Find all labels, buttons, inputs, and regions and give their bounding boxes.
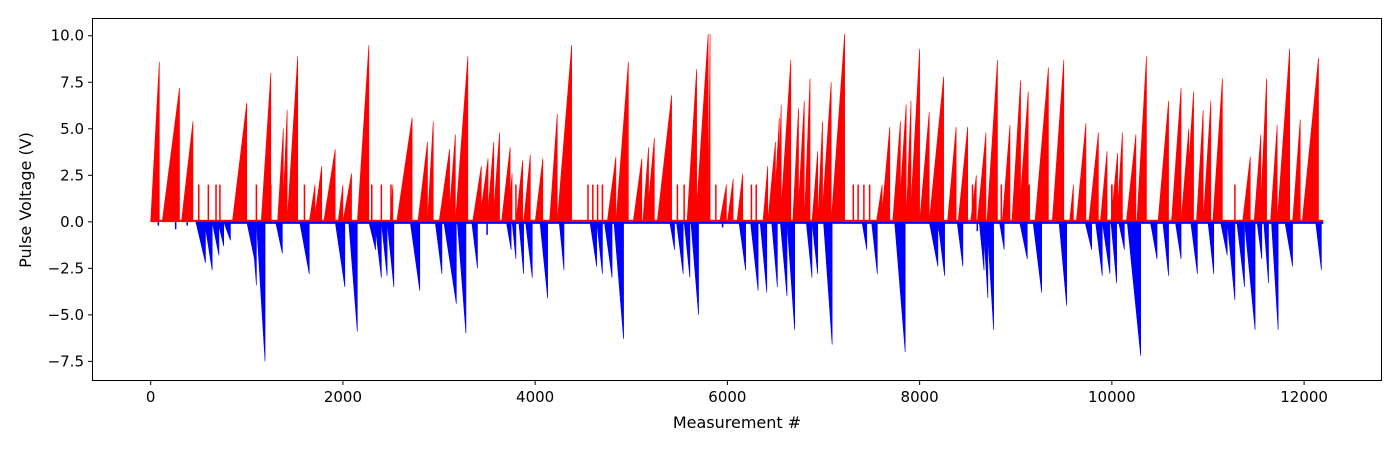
x-tick-label: 10000 <box>1088 388 1136 406</box>
y-tick-label: 0.0 <box>60 213 84 231</box>
y-tick-label: 10.0 <box>51 27 84 45</box>
plot-area <box>150 33 1324 362</box>
x-axis: 0 2000 4000 6000 8000 10000 12000 <box>146 380 1328 406</box>
x-tick-label: 12000 <box>1280 388 1328 406</box>
x-tick-label: 0 <box>146 388 156 406</box>
negative-baseline <box>195 221 1324 224</box>
x-tick-label: 6000 <box>708 388 746 406</box>
y-tick-label: 7.5 <box>60 73 84 91</box>
x-tick-label: 4000 <box>516 388 554 406</box>
negative-pulse-series <box>157 221 1322 362</box>
positive-pulse-series <box>150 33 1319 223</box>
y-tick-label: −7.5 <box>48 352 84 370</box>
positive-baseline <box>150 219 1324 222</box>
x-tick-label: 2000 <box>324 388 362 406</box>
y-tick-label: 5.0 <box>60 120 84 138</box>
y-axis-title: Pulse Voltage (V) <box>16 132 35 268</box>
x-tick-label: 8000 <box>901 388 939 406</box>
plot-frame <box>92 18 1382 381</box>
y-tick-label: 2.5 <box>60 166 84 184</box>
x-axis-title: Measurement # <box>673 413 801 432</box>
y-tick-label: −2.5 <box>48 259 84 277</box>
y-tick-label: −5.0 <box>48 306 84 324</box>
